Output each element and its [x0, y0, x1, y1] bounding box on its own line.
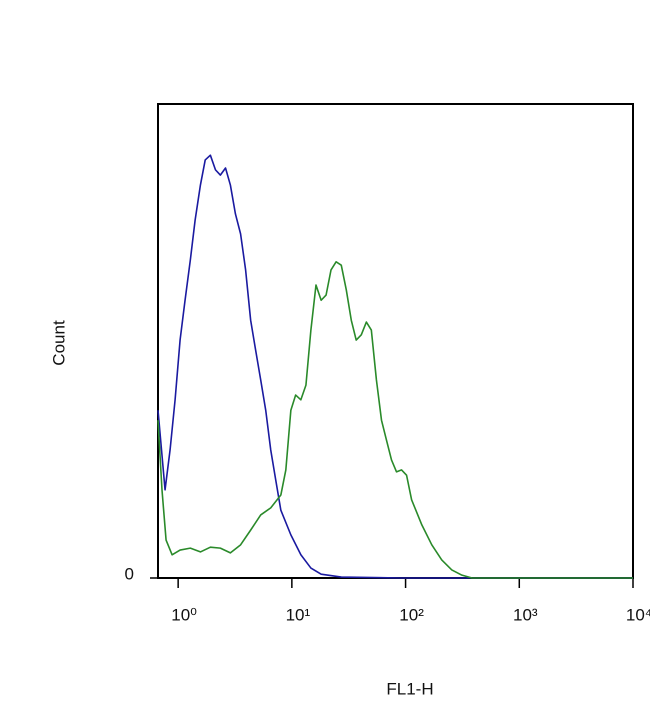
line-series [157, 154, 633, 579]
y-tick-label: 0 [125, 564, 134, 583]
plot-frame [157, 103, 634, 579]
x-tick-label: 10⁰ [171, 605, 197, 624]
y-axis-label: Count [49, 320, 68, 366]
x-axis-label: FL1-H [386, 679, 433, 698]
x-tick-label: 10⁴ [626, 605, 650, 624]
line-series [157, 261, 633, 579]
x-tick-label: 10³ [513, 605, 538, 624]
x-tick-label: 10¹ [286, 605, 311, 624]
x-tick-label: 10² [399, 605, 424, 624]
